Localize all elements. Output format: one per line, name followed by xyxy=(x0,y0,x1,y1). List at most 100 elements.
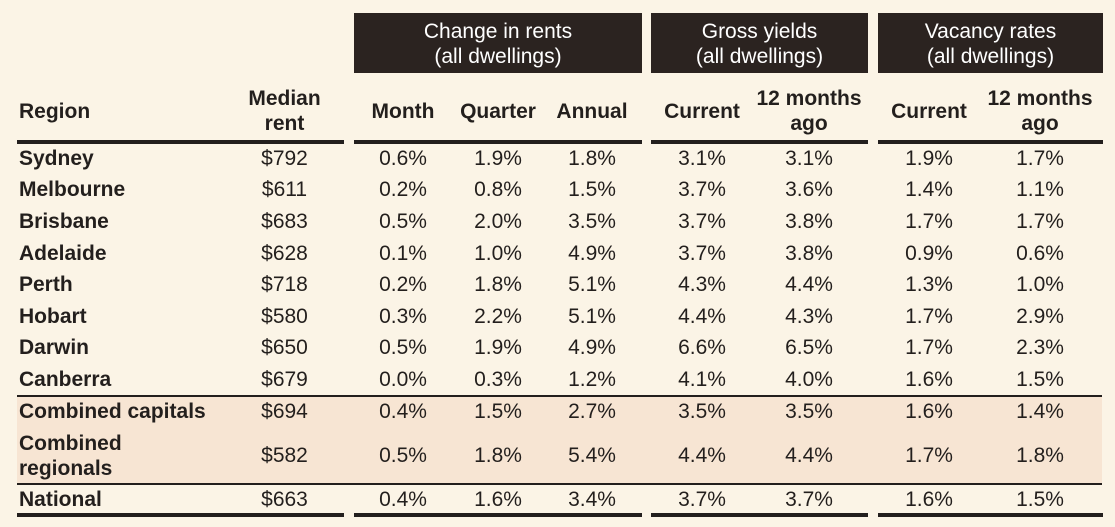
header-rule-vacancy xyxy=(878,140,1103,144)
header-rule-rents xyxy=(354,140,642,144)
region-cell: Sydney xyxy=(19,143,224,174)
column-header-region: Region xyxy=(19,80,219,142)
yield-12m-cell: 4.4% xyxy=(785,444,833,467)
yield-current-cell: 4.4% xyxy=(678,444,726,467)
vac-current-cell: 1.7% xyxy=(905,304,953,328)
yield-12m-cell: 3.5% xyxy=(785,399,833,423)
median-cell: $611 xyxy=(261,177,308,201)
summary-divider-top xyxy=(17,395,1102,397)
header-label-line2: ago xyxy=(790,112,828,135)
quarter-cell: 1.0% xyxy=(474,241,522,265)
header-label: Region xyxy=(19,99,91,123)
median-cell: $663 xyxy=(261,487,308,511)
region-cell: Hobart xyxy=(19,301,224,332)
vac-12m-cell: 1.1% xyxy=(1016,177,1064,201)
bottom-rule-left xyxy=(17,513,344,517)
yield-12m-cell: 3.1% xyxy=(785,146,833,170)
median-cell: $679 xyxy=(261,367,308,391)
annual-cell: 3.5% xyxy=(568,209,616,233)
bottom-rule-vacancy xyxy=(878,513,1103,517)
annual-cell: 5.1% xyxy=(568,272,616,296)
median-cell: $628 xyxy=(261,241,308,265)
group-header-vacancy-rates: Vacancy rates (all dwellings) xyxy=(878,13,1103,73)
region-label: Perth xyxy=(19,273,73,296)
month-cell: 0.5% xyxy=(379,209,427,233)
group-header-gross-yields: Gross yields (all dwellings) xyxy=(651,13,868,73)
month-cell: 0.5% xyxy=(379,335,427,359)
median-cell: $582 xyxy=(261,444,308,467)
month-cell: 0.1% xyxy=(379,241,427,265)
yield-current-cell: 3.7% xyxy=(678,487,726,511)
yield-12m-cell: 4.4% xyxy=(785,272,833,296)
yield-current-cell: 4.3% xyxy=(678,272,726,296)
vac-12m-cell: 1.4% xyxy=(1016,399,1064,423)
column-header-median-rent: Median rent xyxy=(228,80,341,142)
header-label: Current xyxy=(891,99,967,123)
median-cell: $792 xyxy=(261,146,308,170)
header-label-line2: rent xyxy=(264,112,305,135)
yield-12m-cell: 3.8% xyxy=(785,241,833,265)
yield-12m-cell: 3.6% xyxy=(785,177,833,201)
header-label-line1: 12 months xyxy=(756,87,862,110)
quarter-cell: 1.8% xyxy=(474,444,522,467)
column-header-month: Month xyxy=(360,80,446,142)
region-cell: Canberra xyxy=(19,364,224,395)
region-label: Sydney xyxy=(19,147,94,170)
region-label: Adelaide xyxy=(19,242,107,265)
median-cell: $580 xyxy=(261,304,308,328)
vac-12m-cell: 1.5% xyxy=(1016,487,1064,511)
vac-current-cell: 0.9% xyxy=(905,241,953,265)
region-label: regionals xyxy=(19,457,113,480)
annual-cell: 1.8% xyxy=(568,146,616,170)
summary-rows-shade xyxy=(17,396,1102,484)
quarter-cell: 1.5% xyxy=(474,399,522,423)
region-cell: Darwin xyxy=(19,332,224,363)
column-header-annual: Annual xyxy=(547,80,637,142)
header-label-line1: Median xyxy=(248,87,321,110)
vac-current-cell: 1.6% xyxy=(905,399,953,423)
region-cell: Combined regionals xyxy=(19,428,224,484)
group-subtitle: (all dwellings) xyxy=(434,45,562,68)
annual-cell: 1.2% xyxy=(568,367,616,391)
region-label: Melbourne xyxy=(19,178,126,201)
vac-current-cell: 1.4% xyxy=(905,177,953,201)
yield-current-cell: 3.5% xyxy=(678,399,726,423)
vac-12m-cell: 0.6% xyxy=(1016,241,1064,265)
yield-12m-cell: 4.3% xyxy=(785,304,833,328)
yield-current-cell: 3.1% xyxy=(678,146,726,170)
group-header-change-in-rents: Change in rents (all dwellings) xyxy=(354,13,642,73)
vac-12m-cell: 1.0% xyxy=(1016,272,1064,296)
group-subtitle: (all dwellings) xyxy=(926,45,1055,68)
median-cell: $650 xyxy=(261,335,308,359)
vac-12m-cell: 1.7% xyxy=(1016,209,1064,233)
header-label-line2: ago xyxy=(1021,112,1059,135)
quarter-cell: 2.0% xyxy=(474,209,522,233)
vac-12m-cell: 1.5% xyxy=(1016,367,1064,391)
header-label: Annual xyxy=(556,99,628,123)
group-title: Gross yields xyxy=(701,20,818,43)
quarter-cell: 0.8% xyxy=(474,177,522,201)
region-cell: Combined capitals xyxy=(19,396,224,427)
yield-current-cell: 3.7% xyxy=(678,177,726,201)
summary-divider-bottom xyxy=(17,483,1102,485)
header-label: Quarter xyxy=(460,99,536,123)
vac-current-cell: 1.9% xyxy=(905,146,953,170)
region-label: Hobart xyxy=(19,305,87,328)
yield-12m-cell: 6.5% xyxy=(785,335,833,359)
region-cell: Perth xyxy=(19,269,224,300)
yield-current-cell: 4.1% xyxy=(678,367,726,391)
annual-cell: 5.4% xyxy=(568,444,616,467)
quarter-cell: 0.3% xyxy=(474,367,522,391)
column-header-yield-12-months-ago: 12 months ago xyxy=(751,80,867,142)
region-label: National xyxy=(19,488,102,511)
annual-cell: 4.9% xyxy=(568,335,616,359)
month-cell: 0.6% xyxy=(379,146,427,170)
group-title: Change in rents xyxy=(423,20,573,43)
bottom-rule-rents xyxy=(354,513,642,517)
quarter-cell: 1.9% xyxy=(474,146,522,170)
header-rule-left xyxy=(17,140,344,144)
region-cell: Adelaide xyxy=(19,238,224,269)
yield-12m-cell: 4.0% xyxy=(785,367,833,391)
region-label: Brisbane xyxy=(19,210,109,233)
quarter-cell: 2.2% xyxy=(474,304,522,328)
